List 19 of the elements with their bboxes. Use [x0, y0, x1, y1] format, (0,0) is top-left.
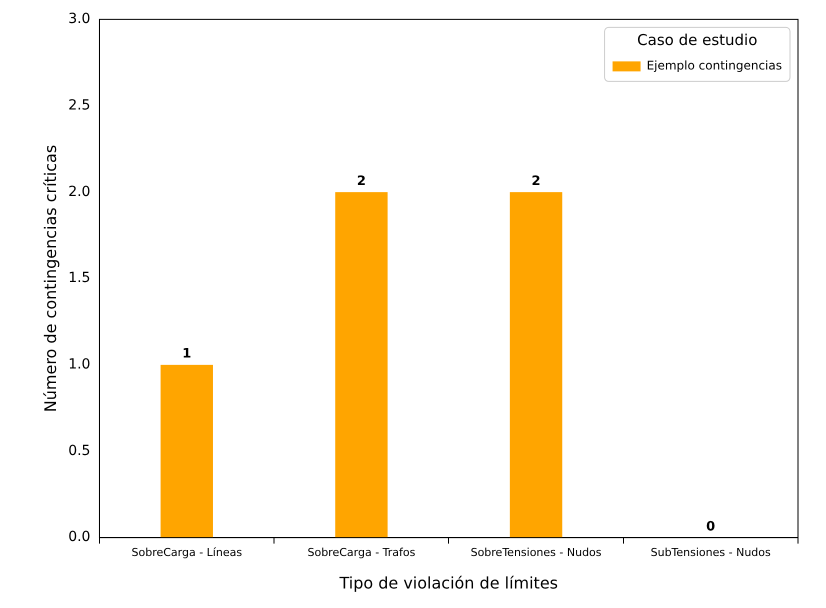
y-axis-title: Número de contingencias críticas	[40, 144, 60, 412]
data-label: 1	[182, 346, 192, 362]
y-tick-label: 1.0	[68, 356, 90, 373]
legend-title: Caso de estudio	[637, 30, 758, 49]
legend-label: Ejemplo contingencias	[646, 58, 782, 73]
y-tick-label: 0.5	[68, 442, 90, 459]
y-tick-label: 3.0	[68, 11, 90, 28]
y-tick-label: 1.5	[68, 270, 90, 286]
data-label: 0	[706, 519, 716, 534]
x-tick-label: SobreCarga - Trafos	[307, 546, 416, 560]
y-tick-label: 2.5	[68, 97, 90, 114]
x-tick-label: SobreTensiones - Nudos	[470, 546, 602, 560]
y-tick-label: 2.0	[68, 184, 90, 200]
data-label: 2	[532, 174, 541, 190]
x-tick-label: SobreCarga - Líneas	[131, 546, 242, 560]
data-label: 2	[356, 174, 366, 190]
x-axis-title: Tipo de violación de límites	[338, 574, 558, 593]
x-tick-label: SubTensiones - Nudos	[650, 546, 772, 560]
y-tick-label: 0.0	[68, 529, 90, 546]
